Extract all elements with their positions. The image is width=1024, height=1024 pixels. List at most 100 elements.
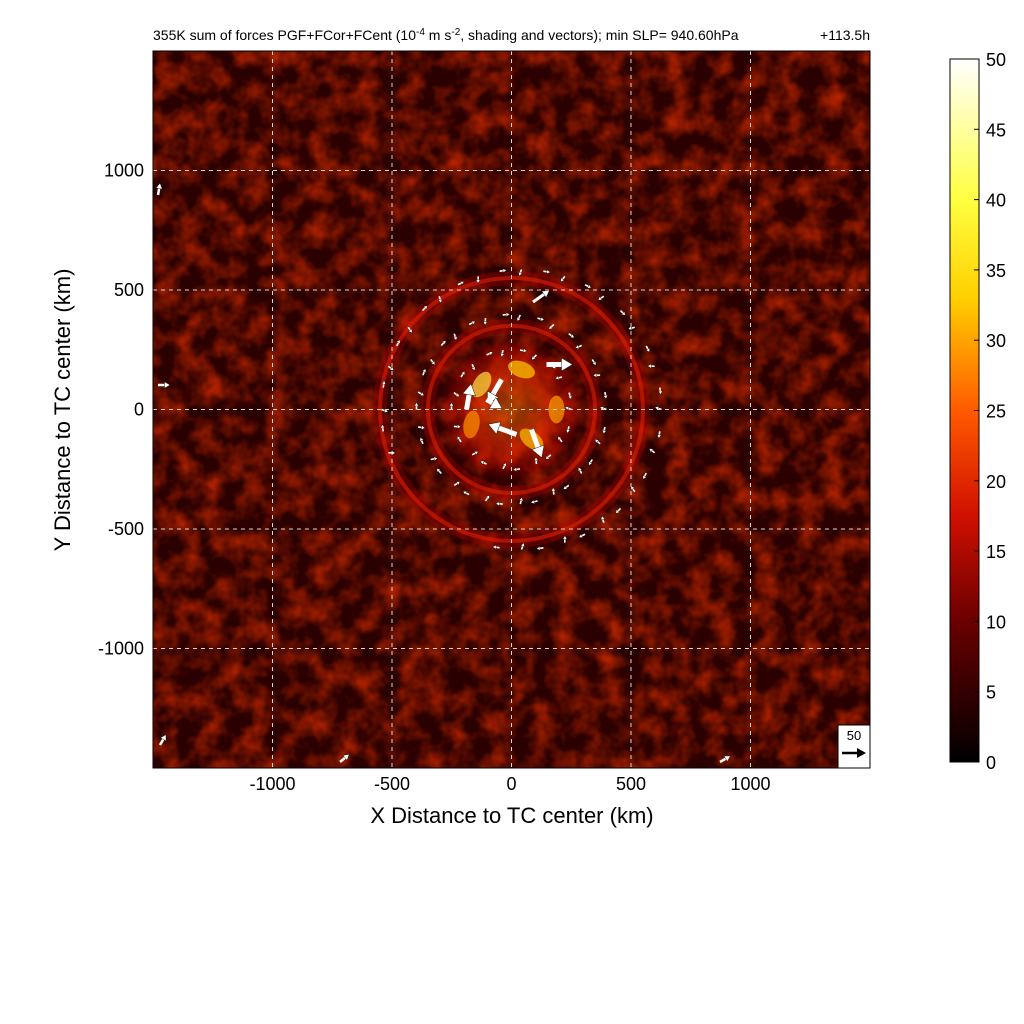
force-vector: [520, 542, 525, 550]
force-vector: [457, 281, 465, 286]
force-vector: [518, 269, 523, 277]
force-vector: [630, 485, 636, 493]
force-vector: [567, 392, 573, 400]
y-axis-ticks: 1000 500 0 -500 -1000: [98, 161, 144, 659]
reference-vector-label: 50: [847, 728, 861, 743]
force-vector: [414, 402, 419, 410]
chart-title: 355K sum of forces PGF+FCor+FCent (10-4 …: [153, 27, 739, 44]
force-vector: [502, 312, 511, 318]
force-vector-large: [485, 396, 503, 409]
x-tick-label: -1000: [249, 774, 295, 794]
force-vector: [545, 454, 552, 460]
force-vector: [518, 496, 524, 505]
force-vector: [512, 466, 521, 472]
force-vector-edge: [339, 754, 350, 763]
force-vector: [440, 340, 447, 347]
force-vector: [597, 295, 605, 301]
force-vector: [588, 459, 593, 466]
force-vector: [565, 426, 571, 434]
x-axis-label: X Distance to TC center (km): [370, 803, 653, 828]
force-vector: [468, 320, 476, 326]
force-vector: [519, 348, 528, 353]
y-tick-label: 1000: [104, 161, 144, 181]
force-vectors: [155, 182, 731, 764]
y-tick-label: -500: [108, 519, 144, 539]
force-vector-edge: [155, 182, 163, 196]
colorbar-tick-label: 10: [986, 612, 1006, 632]
force-vector: [530, 499, 538, 505]
core-hotspot: [508, 360, 535, 379]
y-tick-label: -1000: [98, 639, 144, 659]
force-vector: [601, 426, 607, 435]
force-vector: [421, 368, 427, 376]
colorbar-tick-label: 25: [986, 402, 1006, 422]
force-vector: [421, 305, 428, 312]
force-vector: [562, 535, 568, 543]
force-vector: [562, 484, 570, 490]
force-vector: [396, 339, 401, 347]
force-vector: [591, 359, 597, 366]
colorbar-tick-label: 0: [986, 753, 996, 773]
force-vector: [619, 309, 626, 316]
force-vector: [603, 391, 608, 400]
force-vector: [475, 276, 481, 284]
force-vector: [479, 460, 487, 465]
force-vector: [531, 354, 537, 361]
force-vector: [453, 424, 462, 430]
force-vector: [578, 466, 583, 474]
force-vector: [419, 436, 424, 445]
chart-time-label: +113.5h: [820, 27, 870, 43]
force-vector: [499, 268, 507, 274]
force-vector: [436, 468, 442, 475]
colorbar-tick-label: 30: [986, 331, 1006, 351]
y-axis-label: Y Distance to TC center (km): [50, 269, 75, 552]
force-vector-edge: [158, 381, 171, 389]
force-vector: [554, 375, 563, 381]
force-vector: [543, 269, 551, 275]
force-vector-large: [529, 428, 545, 459]
force-vector: [537, 316, 545, 322]
force-vector: [536, 545, 544, 551]
force-vector: [656, 431, 662, 439]
colorbar-tick-label: 45: [986, 120, 1006, 140]
x-axis-ticks: -1000 -500 0 500 1000: [249, 774, 770, 794]
force-vector: [551, 487, 556, 495]
force-vector: [516, 314, 522, 322]
force-vector: [449, 402, 454, 410]
force-vector: [599, 406, 607, 411]
y-tick-label: 500: [114, 280, 144, 300]
x-tick-label: -500: [374, 774, 410, 794]
force-vector: [578, 533, 586, 538]
force-vector: [592, 372, 601, 378]
x-tick-label: 1000: [730, 774, 770, 794]
x-tick-label: 0: [506, 774, 516, 794]
force-vector-edge: [158, 734, 167, 746]
colorbar-tick-label: 50: [986, 50, 1006, 70]
force-vector: [380, 424, 386, 432]
force-vector: [495, 501, 503, 507]
force-vector-medium: [532, 290, 550, 304]
force-vector: [457, 435, 462, 443]
force-vector: [574, 344, 583, 349]
reference-vector-box: 50: [837, 724, 871, 769]
force-vector: [502, 462, 507, 470]
force-vector: [381, 380, 387, 388]
force-vector: [437, 296, 443, 304]
force-vector: [484, 494, 490, 502]
force-vector-large: [462, 383, 476, 410]
plot-area: [153, 51, 870, 768]
colorbar-ticks: 0 5 10 15 20 25 30 35 40 45 50: [974, 50, 1006, 773]
colorbar-tick-label: 20: [986, 472, 1006, 492]
force-vector: [568, 333, 575, 339]
force-vector-edge: [719, 755, 731, 764]
force-vector-large: [487, 421, 518, 437]
force-vector: [460, 370, 466, 378]
force-vector: [548, 323, 555, 330]
force-vector: [417, 391, 425, 396]
force-vector: [453, 481, 461, 486]
force-vector: [381, 408, 389, 413]
force-vector: [557, 436, 563, 443]
force-vector: [648, 448, 656, 454]
force-vector: [462, 490, 470, 496]
force-vector: [452, 333, 458, 341]
